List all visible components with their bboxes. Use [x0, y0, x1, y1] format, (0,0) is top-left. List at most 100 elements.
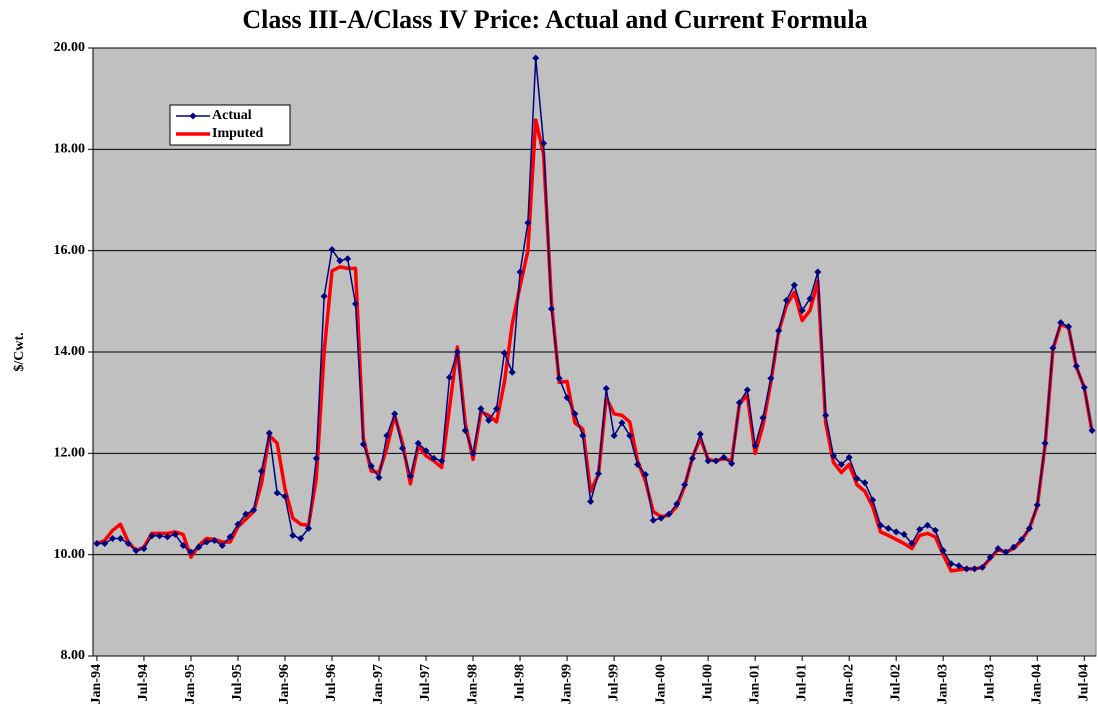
data-point: [1033, 501, 1041, 509]
x-tick-label: Jan-99: [559, 664, 574, 704]
y-axis-label: $/Cwt.: [12, 332, 27, 371]
data-point: [485, 416, 493, 424]
data-point: [681, 481, 689, 489]
data-point: [289, 531, 297, 539]
data-point: [673, 500, 681, 508]
data-point: [1057, 319, 1065, 327]
data-point: [430, 454, 438, 462]
data-point: [422, 447, 430, 455]
series-line: [96, 118, 1094, 573]
data-point: [532, 54, 540, 62]
data-point: [1018, 535, 1026, 543]
data-point: [728, 459, 736, 467]
data-point: [312, 454, 320, 462]
x-tick-label: Jul-04: [1076, 664, 1091, 701]
data-point: [1072, 362, 1080, 370]
data-point: [767, 374, 775, 382]
data-point: [391, 410, 399, 418]
data-point: [900, 530, 908, 538]
x-tick-label: Jan-98: [465, 664, 480, 704]
x-tick-label: Jul-94: [136, 664, 151, 701]
data-point: [438, 457, 446, 465]
data-point: [829, 452, 837, 460]
data-point: [814, 268, 822, 276]
data-point: [1025, 524, 1033, 532]
data-point: [226, 533, 234, 541]
data-point: [594, 470, 602, 478]
data-point: [524, 219, 532, 227]
data-point: [281, 492, 289, 500]
data-point: [336, 257, 344, 265]
data-point: [234, 520, 242, 528]
data-point: [171, 530, 179, 538]
data-point: [845, 453, 853, 461]
data-point: [916, 525, 924, 533]
data-point: [140, 545, 148, 553]
data-point: [759, 414, 767, 422]
data-point: [978, 563, 986, 571]
data-point: [641, 471, 649, 479]
data-point: [250, 506, 258, 514]
data-point: [1065, 323, 1073, 331]
data-point: [704, 457, 712, 465]
y-tick-label: 18.00: [54, 142, 86, 157]
data-point: [1088, 427, 1096, 435]
data-point: [352, 300, 360, 308]
data-point: [406, 472, 414, 480]
data-point: [1002, 548, 1010, 556]
y-tick-label: 20.00: [54, 40, 86, 55]
data-point: [555, 374, 563, 382]
data-point: [657, 514, 665, 522]
data-point: [344, 255, 352, 263]
x-tick-label: Jul-02: [888, 664, 903, 701]
data-point: [242, 510, 250, 518]
x-tick-label: Jan-94: [89, 664, 104, 704]
x-tick-label: Jan-01: [747, 664, 762, 704]
x-tick-label: Jan-00: [653, 664, 668, 704]
legend-label: Actual: [212, 108, 252, 123]
y-tick-label: 14.00: [54, 344, 86, 359]
data-point: [892, 528, 900, 536]
data-point: [375, 474, 383, 482]
data-point: [720, 453, 728, 461]
data-point: [602, 384, 610, 392]
x-tick-label: Jul-96: [324, 664, 339, 701]
data-point: [124, 540, 132, 548]
data-point: [547, 305, 555, 313]
legend-box: [169, 104, 291, 146]
data-point: [735, 399, 743, 407]
data-point: [877, 521, 885, 529]
data-point: [132, 547, 140, 555]
data-point: [884, 524, 892, 532]
data-point: [806, 295, 814, 303]
data-point: [688, 454, 696, 462]
data-point: [571, 410, 579, 418]
data-point: [218, 542, 226, 550]
y-tick-label: 8.00: [61, 648, 86, 663]
data-point: [493, 405, 501, 413]
data-point: [790, 281, 798, 289]
data-point: [579, 432, 587, 440]
data-point: [908, 540, 916, 548]
data-point: [610, 432, 618, 440]
data-point: [399, 444, 407, 452]
y-tick-label: 12.00: [54, 446, 86, 461]
data-point: [634, 460, 642, 468]
data-point: [195, 543, 203, 551]
data-point: [469, 449, 477, 457]
data-point: [775, 327, 783, 335]
data-point: [540, 139, 548, 147]
data-point: [798, 306, 806, 314]
x-tick-label: Jul-98: [512, 664, 527, 701]
data-point: [210, 536, 218, 544]
data-point: [93, 540, 101, 548]
data-point: [1010, 543, 1018, 551]
legend-label: Imputed: [212, 126, 264, 141]
y-tick-label: 16.00: [54, 243, 86, 258]
data-point: [971, 565, 979, 573]
data-point: [265, 429, 273, 437]
data-point: [861, 479, 869, 487]
x-tick-label: Jan-95: [183, 664, 198, 704]
data-point: [782, 296, 790, 304]
data-point: [273, 489, 281, 497]
